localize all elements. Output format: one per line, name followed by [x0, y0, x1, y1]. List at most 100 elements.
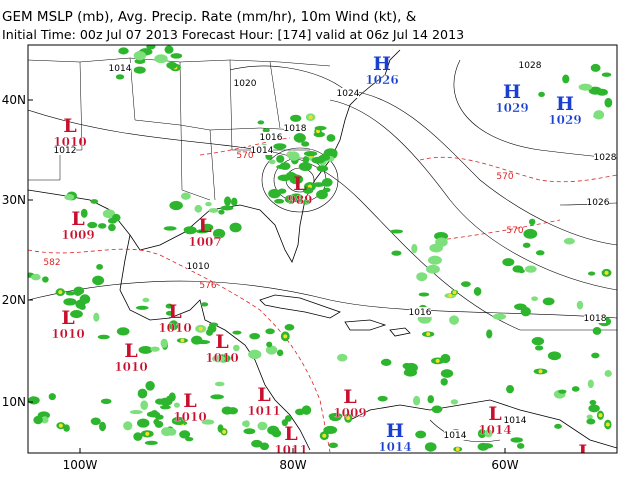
precip-cell [140, 400, 149, 411]
precip-cell [173, 402, 180, 408]
precip-cell [377, 395, 388, 402]
precip-heavy [58, 423, 63, 428]
center-letter: H [386, 420, 404, 442]
isobar-label: 1014 [444, 431, 467, 441]
precip-cell [138, 346, 153, 354]
precip-cell [207, 324, 217, 333]
precip-cell [133, 51, 147, 61]
isobar-label: 1014 [504, 416, 527, 426]
precip-heavy [604, 270, 609, 275]
isobar-label-bg [504, 415, 526, 425]
precip-cell [601, 72, 612, 77]
center-value: 1029 [495, 101, 528, 115]
precip-cell [502, 258, 515, 267]
precip-cell [169, 200, 183, 211]
isobar-label: 1014 [109, 64, 132, 74]
isobar-label-bg [409, 307, 431, 317]
thickness-label: 570 [496, 172, 513, 182]
precip-cell [224, 196, 232, 207]
precip-cell [301, 141, 310, 147]
precip-cell [531, 296, 538, 302]
isobar-label: 1028 [519, 61, 542, 71]
isobar-label-bg [234, 78, 256, 88]
precip-cell [201, 223, 214, 231]
precip-cell [136, 418, 150, 428]
precip-cell [232, 344, 240, 352]
precip-heavy [598, 413, 603, 418]
axis-ticks: 40N 30N 20N 10N 100W 80W 60W [2, 93, 519, 472]
isobar-label: 1014 [251, 146, 274, 156]
precip-cell [273, 143, 287, 150]
precip-cell [159, 397, 173, 406]
precip-cell [29, 396, 37, 404]
precip-cell [70, 310, 83, 319]
precip-heavy [452, 290, 457, 295]
precip-cell [134, 58, 146, 64]
center-value: 1011 [247, 404, 280, 418]
center-value: 1009 [333, 406, 366, 420]
precip-cell [578, 83, 593, 91]
isobar-label-bg [109, 63, 131, 73]
center-value: 1029 [548, 113, 581, 127]
precip-cell [108, 223, 116, 232]
precip-cell [593, 110, 605, 120]
center-letter: H [503, 81, 521, 103]
precip-heavy [322, 433, 327, 438]
precip-cell [328, 442, 338, 449]
lon-label: 80W [279, 458, 306, 472]
precip-cell [477, 429, 487, 439]
precip-cell [440, 378, 448, 386]
precip-cell [571, 386, 580, 392]
map-content: 1014102010241018101610141012101010161018… [28, 45, 617, 463]
precip-cell [588, 404, 600, 413]
precip-cell [212, 228, 226, 239]
precip-cell [535, 250, 545, 256]
precip-cell [558, 389, 567, 394]
precip-cell [102, 209, 116, 219]
center-letter: H [556, 93, 574, 115]
lat-label: 40N [2, 93, 26, 107]
precip-cell [160, 338, 168, 348]
map-title: GEM MSLP (mb), Avg. Precip. Rate (mm/hr)… [2, 9, 417, 25]
lon-label: 100W [63, 458, 98, 472]
precip-cell [90, 417, 101, 426]
precip-cell [284, 323, 295, 331]
isobar-label: 1026 [587, 198, 610, 208]
precip-cell [123, 421, 133, 431]
precip-cell [205, 201, 212, 207]
precip-heavy [222, 429, 227, 434]
center-letter: L [257, 384, 270, 406]
precip-cell [460, 281, 471, 288]
precip-cell [592, 326, 602, 335]
precip-cell [391, 250, 402, 256]
precip-cell [473, 287, 482, 296]
precip-cell [411, 243, 418, 254]
precip-heavy [435, 358, 440, 363]
precip-cell [424, 442, 437, 452]
lon-label: 60W [491, 458, 518, 472]
center-value: 1010 [53, 135, 86, 149]
precip-cell [220, 205, 234, 211]
precip-cell [229, 222, 242, 233]
precip-cell [142, 297, 150, 303]
lat-label: 10N [2, 395, 26, 409]
precip-cell [196, 340, 211, 345]
precip-cell [321, 178, 333, 187]
precip-cell [165, 303, 173, 309]
precip-cell [531, 337, 545, 346]
isobar-label-bg [594, 152, 616, 162]
precip-cell [562, 74, 570, 84]
precip-cell [289, 174, 304, 185]
isobar-label: 1028 [594, 153, 617, 163]
isobar-label: 1016 [260, 133, 283, 143]
precip-cell [326, 134, 336, 142]
precip-heavy [538, 369, 543, 374]
center-letter: L [284, 423, 297, 445]
center-letter: L [578, 441, 591, 463]
thickness-label: 582 [43, 258, 60, 268]
precip-cell [218, 209, 225, 215]
precip-cell [154, 414, 164, 420]
precip-cell [268, 159, 276, 165]
precip-cell [484, 429, 493, 438]
precip-cell [90, 199, 99, 204]
